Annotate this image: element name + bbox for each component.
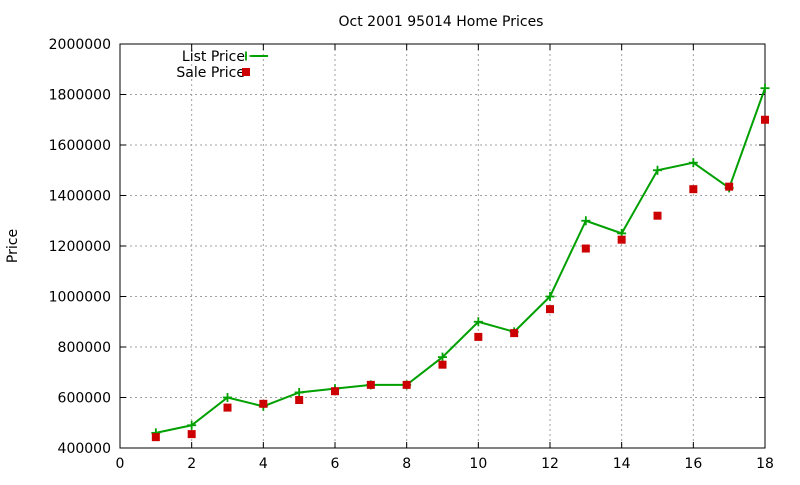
y-tick-label: 1600000: [49, 138, 111, 154]
y-axis-label: Price: [5, 229, 21, 263]
x-tick-label: 8: [402, 456, 411, 472]
list-price-point: [653, 165, 662, 175]
sale-price-point: [295, 396, 304, 405]
x-tick-label: 14: [613, 456, 631, 472]
sale-price-point: [689, 185, 698, 194]
y-tick-label: 800000: [58, 340, 111, 356]
list-price-point: [473, 317, 483, 327]
sale-price-point: [725, 182, 734, 191]
y-tick-label: 1000000: [49, 290, 111, 306]
x-tick-label: 18: [756, 456, 774, 472]
sale-price-point: [474, 332, 483, 341]
list-price-point: [438, 352, 447, 362]
y-tick-label: 600000: [58, 391, 111, 407]
sale-price-point: [259, 399, 268, 408]
x-tick-label: 0: [116, 456, 125, 472]
list-price-point: [545, 292, 555, 301]
legend-swatch-square: [242, 68, 250, 76]
list-price-point: [581, 216, 591, 226]
sale-price-point: [331, 387, 339, 396]
sale-price-point: [761, 115, 769, 124]
y-tick-label: 1800000: [49, 88, 111, 104]
sale-price-point: [438, 360, 447, 369]
sale-price-point: [223, 403, 232, 412]
y-tick-label: 1400000: [49, 189, 111, 205]
chart-title: Oct 2001 95014 Home Prices: [339, 14, 544, 30]
list-price-point: [760, 83, 770, 93]
sale-price-point: [151, 433, 160, 442]
sale-price-point: [510, 329, 519, 338]
sale-price-point: [402, 380, 411, 389]
list-price-line: [155, 87, 766, 434]
list-price-point: [688, 158, 698, 168]
grid-layer: [120, 44, 765, 448]
y-tick-label: 400000: [58, 441, 111, 457]
x-tick-label: 2: [187, 456, 196, 472]
x-tick-label: 12: [541, 456, 559, 472]
y-tick-label: 1200000: [49, 239, 111, 255]
sale-price-point: [617, 235, 626, 244]
list-price-point: [294, 387, 304, 397]
x-tick-label: 6: [331, 456, 340, 472]
sale-price-point: [187, 430, 196, 439]
x-tick-label: 4: [259, 456, 268, 472]
series-layer: [151, 83, 770, 442]
x-tick-label: 10: [469, 456, 487, 472]
sale-price-point: [581, 244, 590, 253]
y-tick-label: 2000000: [49, 37, 111, 53]
axes-layer: 0 2 4 6 8 10 12 14 16 18 400000 600000 800000 1000000…: [49, 37, 774, 472]
list-price-point: [187, 420, 197, 430]
x-tick-label: 16: [684, 456, 702, 472]
sale-price-point: [366, 380, 375, 389]
legend-label: List Price: [182, 49, 245, 65]
legend-label: Sale Price: [176, 65, 245, 81]
list-price-point: [223, 393, 232, 402]
sale-price-point: [546, 305, 554, 314]
sale-price-point: [653, 211, 662, 220]
